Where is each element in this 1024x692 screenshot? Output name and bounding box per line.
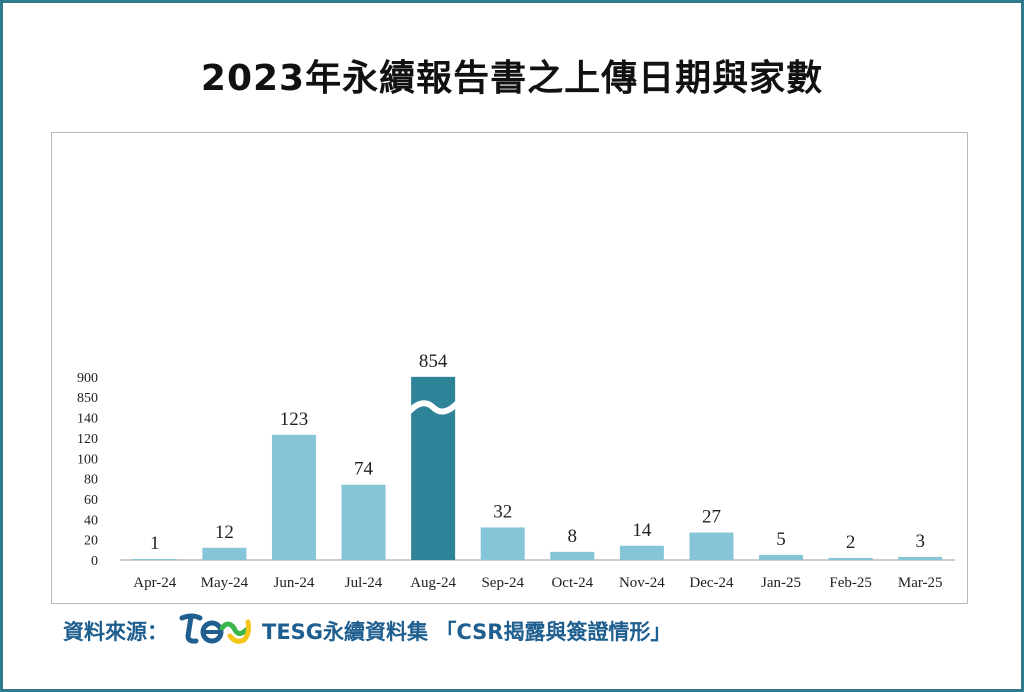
x-tick-label: Oct-24 [551,575,593,591]
y-tick-label: 20 [84,534,98,549]
data-label: 27 [702,507,721,528]
data-label: 2 [846,532,856,553]
data-label: 123 [280,409,309,430]
bar [341,484,386,560]
chart-title: 2023年永續報告書之上傳日期與家數 [200,58,824,99]
y-tick-label: 120 [77,432,98,447]
y-tick-label: 140 [77,412,98,427]
bar [689,532,734,560]
y-tick-label: 0 [91,554,98,569]
x-tick-label: Aug-24 [410,575,456,591]
bar [828,557,873,560]
x-tick-label: Jun-24 [274,575,315,591]
y-tick-label: 60 [84,493,98,508]
x-tick-label: Apr-24 [133,575,177,591]
bar [480,527,525,560]
bar [132,558,177,560]
data-label: 854 [419,351,448,372]
bar [271,434,316,560]
data-label: 1 [150,533,160,554]
bar-chart: 0 20 40 60 80 100 120 140 850 900 1 Apr-24 12 May-24 1… [77,351,955,591]
y-tick-label: 100 [77,452,98,467]
data-label: 8 [568,526,578,547]
x-tick-label: May-24 [201,575,249,591]
bar [759,554,804,560]
x-tick-label: Mar-25 [898,575,943,591]
source-label: 資料來源： [63,620,168,644]
source-footer: 資料來源： TESG永續資料集 「CSR揭露與簽證情形」 [63,613,671,649]
data-label: 74 [354,459,374,480]
y-tick-label: 900 [77,371,98,386]
axis-break-mark [407,400,460,415]
data-label: 14 [632,520,652,541]
data-label: 12 [215,522,234,543]
data-label: 5 [776,529,786,550]
source-text: TESG永續資料集 「CSR揭露與簽證情形」 [262,620,672,644]
data-label: 3 [915,531,925,552]
chart-area: 0 20 40 60 80 100 120 140 850 900 1 Apr-24 12 May-24 1… [51,132,968,604]
x-tick-label: Dec-24 [689,575,734,591]
bar [898,556,943,560]
bar [202,547,247,560]
data-label: 32 [493,501,512,522]
x-tick-label: Jan-25 [761,575,801,591]
tesg-logo-icon [178,612,254,651]
x-tick-label: Feb-25 [829,575,872,591]
x-tick-label: Nov-24 [619,575,665,591]
bar [550,551,595,560]
y-tick-label: 850 [77,391,98,406]
x-tick-label: Jul-24 [345,575,383,591]
y-tick-label: 40 [84,513,98,528]
y-tick-label: 80 [84,473,98,488]
bar [619,545,664,560]
x-tick-label: Sep-24 [481,575,524,591]
